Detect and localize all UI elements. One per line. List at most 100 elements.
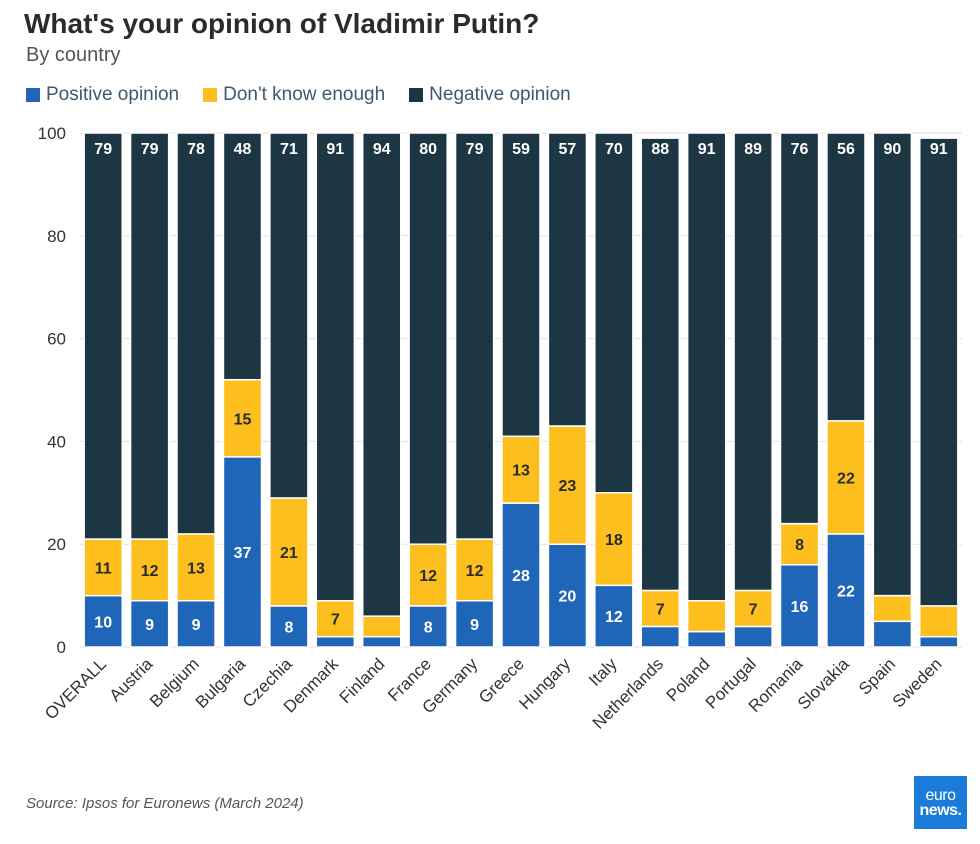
y-tick-label-60: 60 <box>47 330 66 349</box>
x-tick-label-sweden: Sweden <box>889 654 946 711</box>
data-label-italy-don-t-know-enough: 18 <box>605 532 623 549</box>
bar-sweden-negative-opinion <box>919 137 959 607</box>
data-label-belgium-positive-opinion: 9 <box>192 617 201 634</box>
y-tick-label-100: 100 <box>38 124 66 143</box>
bar-czechia-negative-opinion <box>269 132 309 499</box>
bar-belgium-don-t-know-enough <box>176 533 216 602</box>
bar-romania-negative-opinion <box>779 132 820 525</box>
legend: Positive opinion Don't know enough Negat… <box>26 84 571 106</box>
y-tick-label-20: 20 <box>47 535 66 554</box>
data-label-denmark-negative-opinion: 91 <box>326 141 344 158</box>
data-label-hungary-positive-opinion: 20 <box>559 589 577 606</box>
bar-bulgaria-don-t-know-enough <box>222 378 263 458</box>
bar-poland-negative-opinion <box>686 132 727 602</box>
data-label-sweden-negative-opinion: 91 <box>930 141 948 158</box>
bar-bulgaria-negative-opinion <box>222 132 263 381</box>
y-tick-label-40: 40 <box>47 432 66 451</box>
data-label-portugal-don-t-know-enough: 7 <box>749 601 758 618</box>
bar-denmark-don-t-know-enough <box>315 599 356 638</box>
data-label-greece-positive-opinion: 28 <box>512 568 530 585</box>
bar-portugal-don-t-know-enough <box>733 589 773 628</box>
bar-hungary-don-t-know-enough <box>547 425 588 545</box>
bar-slovakia-positive-opinion <box>826 533 866 648</box>
data-label-france-positive-opinion: 8 <box>424 619 433 636</box>
data-label-italy-negative-opinion: 70 <box>605 141 623 158</box>
bar-overall-negative-opinion <box>83 132 123 540</box>
legend-swatch-positive <box>26 88 40 102</box>
data-label-hungary-negative-opinion: 57 <box>559 141 577 158</box>
x-tick-label-overall: OVERALL <box>41 654 110 723</box>
x-tick-label-belgium: Belgium <box>146 654 203 711</box>
data-label-czechia-positive-opinion: 8 <box>284 619 293 636</box>
bar-spain-don-t-know-enough <box>872 594 913 623</box>
bar-bulgaria-positive-opinion <box>222 456 263 648</box>
data-label-germany-positive-opinion: 9 <box>470 617 479 634</box>
legend-item-positive[interactable]: Positive opinion <box>26 84 179 106</box>
stacked-bar-chart: 020406080100101179OVERALL91279Austria913… <box>38 124 962 733</box>
bar-slovakia-negative-opinion <box>826 132 866 422</box>
bar-denmark-negative-opinion <box>315 132 356 602</box>
bar-spain-negative-opinion <box>872 132 913 597</box>
legend-label-positive: Positive opinion <box>46 84 180 105</box>
data-label-greece-don-t-know-enough: 13 <box>512 463 530 480</box>
data-label-greece-negative-opinion: 59 <box>512 141 530 158</box>
bar-slovakia-don-t-know-enough <box>826 420 866 535</box>
bar-spain-positive-opinion <box>872 620 913 648</box>
bar-austria-don-t-know-enough <box>129 538 170 602</box>
data-label-austria-positive-opinion: 9 <box>145 617 154 634</box>
x-tick-label-slovakia: Slovakia <box>794 654 853 713</box>
data-label-bulgaria-don-t-know-enough: 15 <box>234 411 252 428</box>
bar-portugal-negative-opinion <box>733 132 773 592</box>
x-tick-label-finland: Finland <box>336 654 389 707</box>
bar-austria-positive-opinion <box>129 599 170 648</box>
data-label-overall-negative-opinion: 79 <box>94 141 112 158</box>
bar-netherlands-don-t-know-enough <box>640 589 681 628</box>
bar-finland-don-t-know-enough <box>361 615 402 638</box>
bar-poland-positive-opinion <box>686 630 727 648</box>
bar-portugal-positive-opinion <box>733 625 773 648</box>
data-label-slovakia-negative-opinion: 56 <box>837 141 855 158</box>
data-label-austria-don-t-know-enough: 12 <box>141 563 159 580</box>
x-tick-label-spain: Spain <box>855 654 899 698</box>
data-label-czechia-don-t-know-enough: 21 <box>280 545 298 562</box>
bar-czechia-don-t-know-enough <box>269 497 309 607</box>
chart-subtitle: By country <box>26 44 121 66</box>
data-label-belgium-negative-opinion: 78 <box>187 141 205 158</box>
bar-france-don-t-know-enough <box>408 543 448 607</box>
data-label-germany-don-t-know-enough: 12 <box>466 563 484 580</box>
data-label-france-negative-opinion: 80 <box>419 141 437 158</box>
y-tick-label-0: 0 <box>57 638 66 657</box>
data-label-bulgaria-positive-opinion: 37 <box>234 545 252 562</box>
y-tick-label-80: 80 <box>47 227 66 246</box>
bar-hungary-negative-opinion <box>547 132 588 427</box>
data-label-netherlands-don-t-know-enough: 7 <box>656 601 665 618</box>
bar-france-positive-opinion <box>408 605 448 648</box>
data-label-bulgaria-negative-opinion: 48 <box>234 141 252 158</box>
data-label-france-don-t-know-enough: 12 <box>419 568 437 585</box>
data-label-overall-don-t-know-enough: 11 <box>95 560 112 577</box>
data-label-spain-negative-opinion: 90 <box>883 141 901 158</box>
data-label-romania-positive-opinion: 16 <box>791 599 809 616</box>
euronews-logo: euro news. <box>914 776 967 829</box>
data-label-portugal-negative-opinion: 89 <box>744 141 762 158</box>
bar-czechia-positive-opinion <box>269 605 309 648</box>
data-label-slovakia-positive-opinion: 22 <box>837 583 855 600</box>
bar-germany-don-t-know-enough <box>454 538 495 602</box>
x-tick-label-italy: Italy <box>585 654 621 690</box>
data-label-finland-negative-opinion: 94 <box>373 141 391 158</box>
data-label-romania-don-t-know-enough: 8 <box>795 537 804 554</box>
bar-finland-negative-opinion <box>361 132 402 617</box>
data-label-czechia-negative-opinion: 71 <box>280 141 298 158</box>
legend-item-dont-know[interactable]: Don't know enough <box>203 84 385 106</box>
bar-romania-don-t-know-enough <box>779 522 820 566</box>
data-label-overall-positive-opinion: 10 <box>94 614 112 631</box>
bar-belgium-negative-opinion <box>176 132 216 535</box>
bar-finland-positive-opinion <box>361 635 402 648</box>
data-label-romania-negative-opinion: 76 <box>791 141 809 158</box>
data-label-germany-negative-opinion: 79 <box>466 141 484 158</box>
bar-netherlands-negative-opinion <box>640 137 681 592</box>
legend-label-dont-know: Don't know enough <box>223 84 386 105</box>
legend-item-negative[interactable]: Negative opinion <box>409 84 571 106</box>
source-note: Source: Ipsos for Euronews (March 2024) <box>26 795 304 812</box>
bar-italy-positive-opinion <box>594 584 634 648</box>
